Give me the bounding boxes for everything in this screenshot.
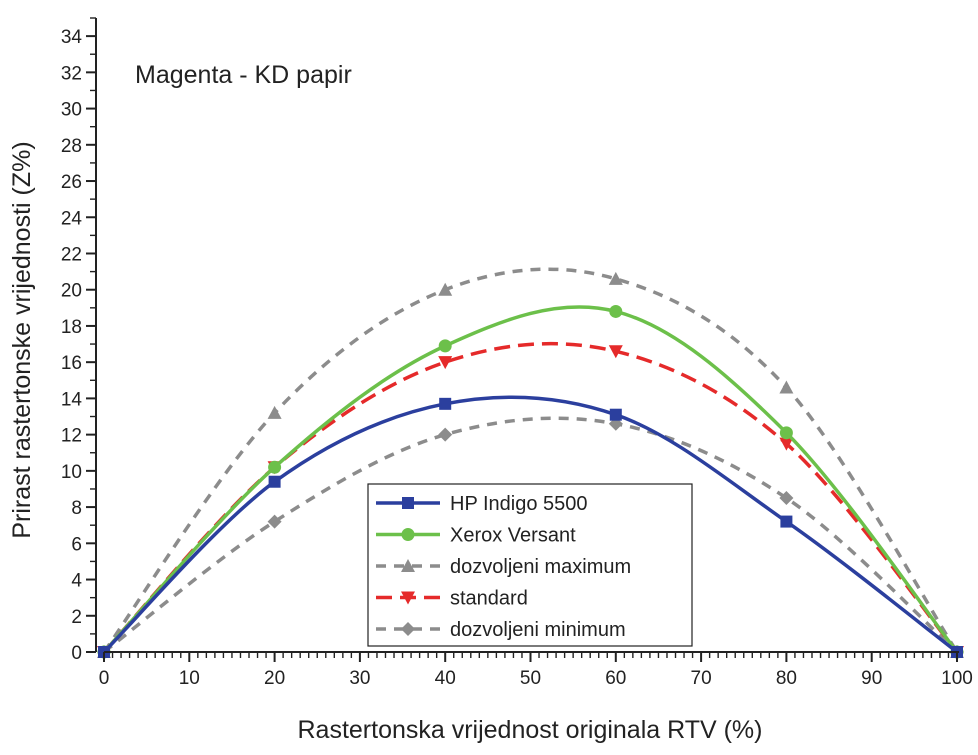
series-line <box>102 305 959 654</box>
legend-item: dozvoljeni minimum <box>376 619 626 641</box>
legend-marker <box>401 591 415 605</box>
data-point <box>268 475 281 488</box>
legend-label: Xerox Versant <box>450 525 576 547</box>
x-tick-label: 40 <box>435 668 456 689</box>
x-axis-title: Rastertonska vrijednost originala RTV (%… <box>297 716 762 744</box>
y-tick-label: 0 <box>71 643 82 664</box>
x-tick-label: 90 <box>861 668 882 689</box>
y-tick-label: 18 <box>61 317 82 338</box>
x-tick-label: 100 <box>941 668 973 689</box>
y-tick-label: 16 <box>61 353 82 374</box>
y-tick-label: 26 <box>61 172 82 193</box>
y-tick-label: 10 <box>61 462 82 483</box>
data-point <box>438 339 452 353</box>
y-tick-label: 22 <box>61 244 82 265</box>
data-point <box>780 515 793 528</box>
legend-item: dozvoljeni maximum <box>376 556 631 578</box>
data-point <box>608 271 623 285</box>
data-point <box>267 514 282 529</box>
data-point <box>779 437 794 451</box>
y-tick-label: 24 <box>61 208 83 229</box>
x-axis: 0 10 20 30 40 50 60 70 80 90 100 <box>99 651 973 689</box>
y-axis-title: Prirast rastertonske vrijednosti (Z%) <box>8 141 36 538</box>
y-tick-label: 2 <box>71 607 82 628</box>
data-point <box>608 345 623 359</box>
y-tick-label: 12 <box>61 426 82 447</box>
legend-item: HP Indigo 5500 <box>376 493 588 515</box>
x-tick-label: 0 <box>99 668 110 689</box>
series-line <box>102 341 959 654</box>
legend-label: standard <box>450 588 528 610</box>
x-tick-label: 30 <box>349 668 370 689</box>
data-point <box>268 460 282 474</box>
y-tick-label: 20 <box>61 281 82 302</box>
y-tick-label: 30 <box>61 100 82 121</box>
y-tick-label: 28 <box>61 136 82 157</box>
data-point <box>438 427 453 442</box>
legend-item: standard <box>376 588 528 610</box>
y-tick-label: 4 <box>71 571 82 592</box>
legend-marker <box>402 497 414 509</box>
x-tick-label: 10 <box>179 668 200 689</box>
x-tick-label: 50 <box>520 668 541 689</box>
y-tick-label: 14 <box>61 389 83 410</box>
legend-marker <box>401 528 415 541</box>
y-tick-label: 32 <box>61 63 82 84</box>
y-tick-label: 6 <box>71 534 82 555</box>
x-tick-label: 60 <box>605 668 626 689</box>
legend: HP Indigo 5500 Xerox Versant dozvoljeni ma… <box>367 483 693 647</box>
y-tick-label: 8 <box>71 498 82 519</box>
legend-label: dozvoljeni minimum <box>450 619 626 641</box>
x-tick-label: 80 <box>776 668 797 689</box>
data-point <box>779 491 794 506</box>
legend-item: Xerox Versant <box>376 525 576 547</box>
data-point <box>779 380 794 394</box>
x-tick-label: 70 <box>691 668 712 689</box>
plot-series <box>97 267 964 659</box>
data-point <box>438 356 453 370</box>
chart-annotation: Magenta - KD papir <box>135 61 352 89</box>
x-tick-label: 20 <box>264 668 285 689</box>
legend-label: dozvoljeni maximum <box>450 556 631 578</box>
series-line <box>102 395 959 654</box>
data-point <box>438 282 453 296</box>
legend-label: HP Indigo 5500 <box>450 493 588 515</box>
data-point <box>609 408 622 421</box>
series-line <box>102 416 959 654</box>
data-point <box>779 426 793 440</box>
y-tick-label: 34 <box>61 27 83 48</box>
data-point <box>267 405 282 419</box>
data-point <box>609 304 623 318</box>
legend-marker <box>401 559 415 572</box>
data-point <box>439 397 452 410</box>
legend-marker <box>401 622 415 636</box>
series-hp-indigo-5500 <box>98 395 963 658</box>
series-line <box>102 267 959 654</box>
